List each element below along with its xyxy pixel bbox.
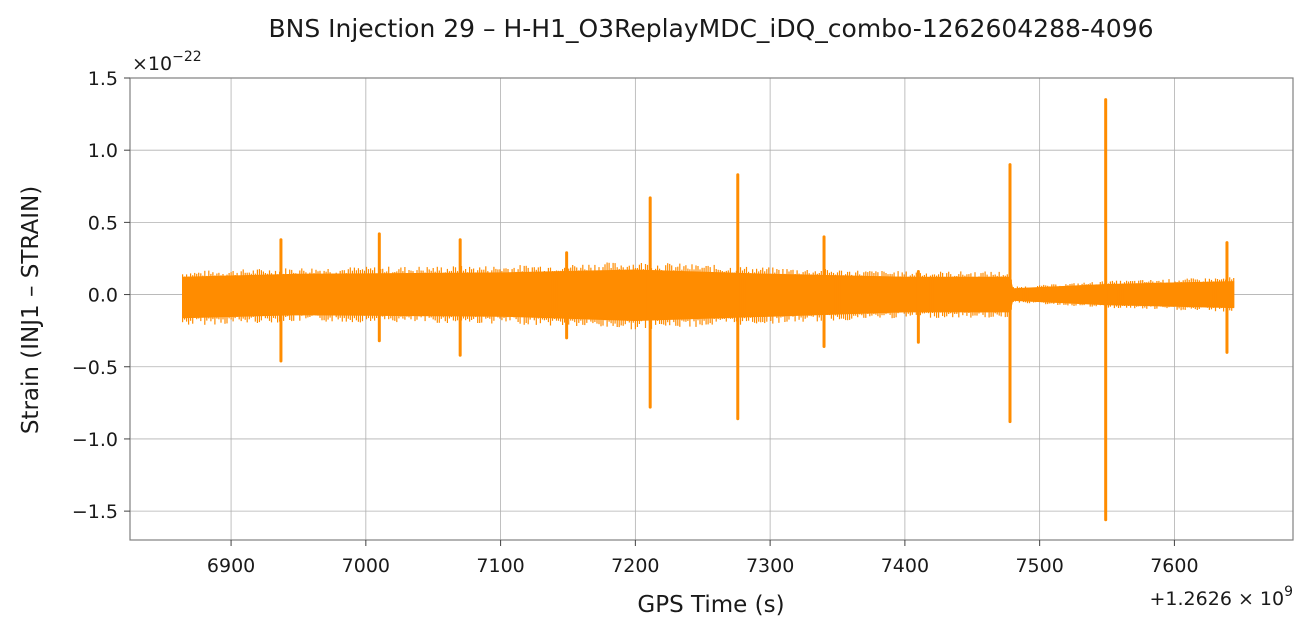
x-tick-label: 7000 — [342, 555, 390, 577]
y-tick-label: −0.5 — [72, 357, 118, 379]
x-tick-label: 7200 — [611, 555, 659, 577]
x-axis-label: GPS Time (s) — [637, 592, 784, 618]
y-axis-ticks: −1.5 −1.0 −0.5 0.0 0.5 1.0 1.5 — [72, 68, 130, 523]
y-tick-label: 1.0 — [88, 140, 118, 162]
y-tick-label: 1.5 — [88, 68, 118, 90]
plot-area — [182, 98, 1235, 522]
y-tick-label: −1.5 — [72, 501, 118, 523]
x-tick-label: 7600 — [1150, 555, 1198, 577]
x-tick-label: 7400 — [881, 555, 929, 577]
x-axis-ticks: 6900 7000 7100 7200 7300 7400 7500 7600 — [207, 540, 1199, 577]
x-tick-label: 7500 — [1015, 555, 1063, 577]
y-tick-label: 0.0 — [88, 285, 118, 307]
x-tick-label: 6900 — [207, 555, 255, 577]
y-tick-label: −1.0 — [72, 429, 118, 451]
axes-frame — [129, 77, 1294, 541]
x-tick-label: 7100 — [476, 555, 524, 577]
y-axis-label: Strain (INJ1 – STRAIN) — [18, 186, 44, 434]
y-tick-label: 0.5 — [88, 212, 118, 234]
chart-title: BNS Injection 29 – H-H1_O3ReplayMDC_iDQ_… — [268, 14, 1153, 43]
y-scale-factor: ×10−22 — [132, 49, 202, 75]
x-offset-label: +1.2626 × 109 — [1150, 584, 1294, 610]
x-tick-label: 7300 — [746, 555, 794, 577]
